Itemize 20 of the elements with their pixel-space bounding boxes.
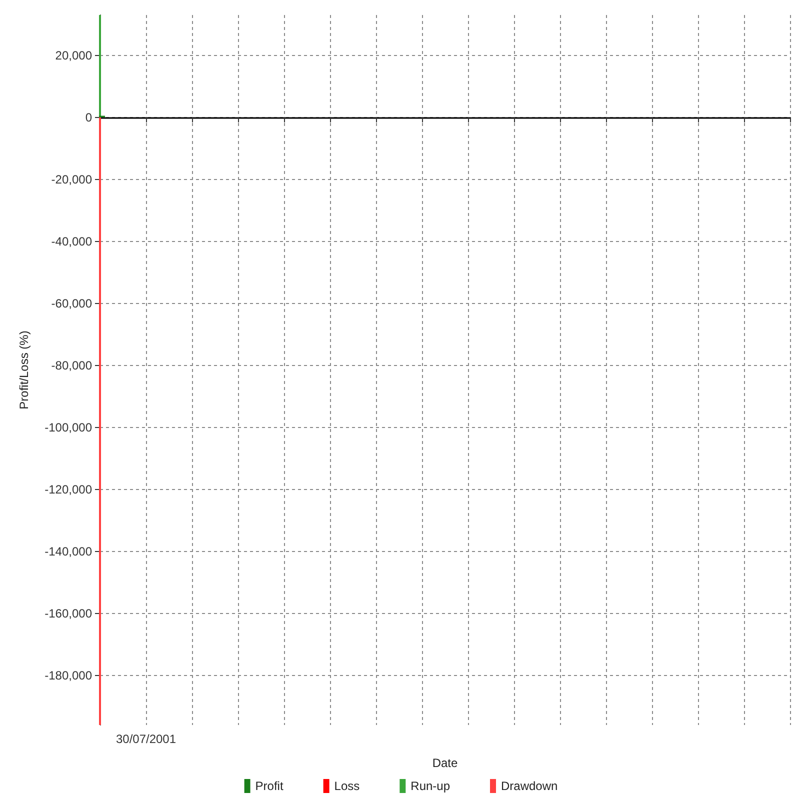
x-tick-label: 30/07/2001	[116, 732, 176, 746]
legend-label: Run-up	[410, 779, 450, 793]
y-tick-label: -120,000	[44, 482, 92, 496]
y-axis-title: Profit/Loss (%)	[17, 330, 31, 410]
legend-label: Profit	[255, 779, 284, 793]
y-tick-label: -100,000	[44, 420, 92, 434]
y-tick-label: -40,000	[51, 234, 92, 248]
y-tick-label: 0	[85, 110, 92, 124]
bar	[99, 117, 101, 725]
y-tick-label: -20,000	[51, 172, 92, 186]
x-axis-title: Date	[432, 756, 458, 770]
y-tick-label: -60,000	[51, 296, 92, 310]
y-tick-label: -180,000	[44, 668, 92, 682]
y-tick-label: 20,000	[55, 48, 92, 62]
bar	[99, 15, 101, 118]
y-tick-label: -80,000	[51, 358, 92, 372]
y-tick-label: -140,000	[44, 544, 92, 558]
legend-label: Drawdown	[501, 779, 558, 793]
y-tick-label: -160,000	[44, 606, 92, 620]
legend-label: Loss	[334, 779, 360, 793]
